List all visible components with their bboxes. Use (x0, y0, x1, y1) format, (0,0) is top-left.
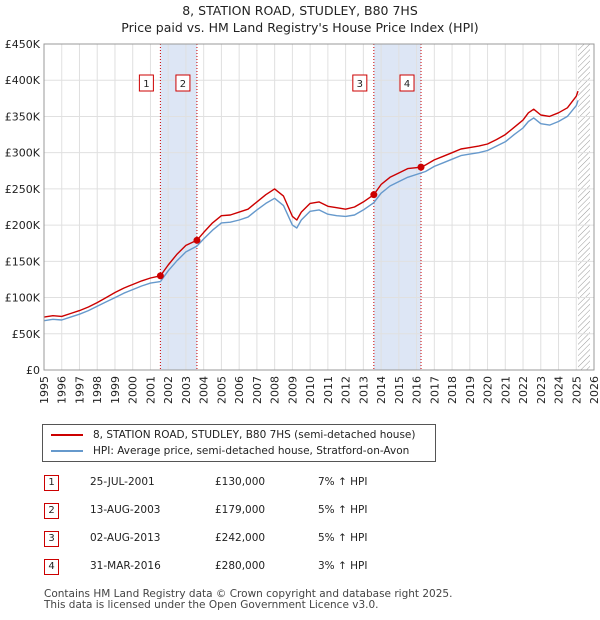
price-chart: £0 £50K £100K £150K £200K £250K £300K £350K £400… (5, 38, 600, 404)
marker-box-label: 2 (180, 79, 186, 90)
sale-point (156, 272, 164, 280)
sale-point (370, 191, 378, 199)
sale-price: £242,000 (215, 532, 266, 544)
x-tick-label: 2012 (340, 376, 353, 404)
y-tick-label: £0 (26, 364, 40, 377)
table-row: 1 25-JUL-2001 £130,000 7% ↑ HPI (42, 470, 462, 498)
title-line-1: 8, STATION ROAD, STUDLEY, B80 7HS (182, 3, 418, 18)
sales-table: 1 25-JUL-2001 £130,000 7% ↑ HPI 2 13-AUG… (42, 470, 462, 582)
legend-item-hpi: HPI: Average price, semi-detached house,… (51, 443, 409, 459)
x-tick-label: 2002 (162, 376, 175, 404)
marker-box (138, 74, 154, 92)
series-line (43, 90, 579, 318)
sale-date: 02-AUG-2013 (90, 532, 161, 544)
sale-date: 31-MAR-2016 (90, 560, 161, 572)
sale-number-badge: 2 (44, 503, 59, 519)
x-tick-label: 2003 (180, 376, 193, 404)
x-tick-label: 1997 (73, 376, 86, 404)
x-tick-label: 2005 (215, 376, 228, 404)
sale-hpi-diff: 5% ↑ HPI (318, 532, 368, 544)
chart-title: 8, STATION ROAD, STUDLEY, B80 7HS Price … (0, 2, 600, 36)
y-tick-label: £450K (5, 38, 41, 51)
table-row: 2 13-AUG-2003 £179,000 5% ↑ HPI (42, 498, 462, 526)
y-tick-label: £250K (5, 183, 41, 196)
x-tick-label: 2010 (304, 376, 317, 404)
x-tick-label: 2014 (375, 376, 388, 404)
y-tick-label: £400K (5, 74, 41, 87)
series-line (43, 100, 579, 322)
sale-date: 13-AUG-2003 (90, 504, 161, 516)
y-tick-label: £50K (12, 328, 41, 341)
x-tick-label: 2009 (286, 376, 299, 404)
sale-point (193, 236, 201, 244)
x-tick-label: 2022 (517, 376, 530, 404)
sale-number-badge: 3 (44, 531, 59, 547)
legend-label-property: 8, STATION ROAD, STUDLEY, B80 7HS (semi-… (93, 429, 416, 441)
x-tick-label: 2019 (464, 376, 477, 404)
sale-point (417, 163, 425, 171)
x-tick-label: 2006 (233, 376, 246, 404)
legend-swatch-hpi (51, 450, 83, 452)
plot-border (43, 43, 595, 371)
x-tick-label: 1995 (38, 376, 51, 404)
y-tick-label: £200K (5, 219, 41, 232)
title-line-2: Price paid vs. HM Land Registry's House … (121, 20, 479, 35)
legend: 8, STATION ROAD, STUDLEY, B80 7HS (semi-… (42, 424, 436, 462)
sale-hpi-diff: 3% ↑ HPI (318, 560, 368, 572)
forecast-hatch (578, 44, 590, 370)
x-tick-label: 2015 (393, 376, 406, 404)
x-tick-label: 2008 (269, 376, 282, 404)
sale-number-badge: 1 (44, 475, 59, 491)
x-tick-label: 2007 (251, 376, 264, 404)
marker-box-label: 4 (404, 79, 410, 90)
shaded-range (160, 44, 197, 370)
marker-box (175, 74, 191, 92)
x-tick-label: 2021 (499, 376, 512, 404)
x-tick-label: 2016 (411, 376, 424, 404)
x-tick-label: 1998 (91, 376, 104, 404)
table-row: 4 31-MAR-2016 £280,000 3% ↑ HPI (42, 554, 462, 582)
x-tick-label: 2013 (357, 376, 370, 404)
table-row: 3 02-AUG-2013 £242,000 5% ↑ HPI (42, 526, 462, 554)
x-tick-label: 2020 (482, 376, 495, 404)
x-tick-label: 1999 (109, 376, 122, 404)
shaded-range (373, 44, 422, 370)
marker-box (399, 74, 415, 92)
plot-area (44, 44, 594, 370)
sale-price: £280,000 (215, 560, 266, 572)
x-tick-label: 2024 (553, 376, 566, 404)
x-tick-label: 2025 (570, 376, 583, 404)
sale-date: 25-JUL-2001 (90, 476, 155, 488)
footer-copyright: Contains HM Land Registry data © Crown c… (44, 588, 453, 600)
x-tick-label: 2004 (198, 376, 211, 404)
marker-box-label: 1 (143, 79, 149, 90)
x-tick-label: 2001 (144, 376, 157, 404)
y-tick-label: £350K (5, 110, 41, 123)
legend-item-property: 8, STATION ROAD, STUDLEY, B80 7HS (semi-… (51, 427, 415, 443)
y-tick-label: £100K (5, 292, 41, 305)
x-tick-label: 2023 (535, 376, 548, 404)
x-tick-label: 2011 (322, 376, 335, 404)
x-tick-label: 2000 (127, 376, 140, 404)
sale-price: £179,000 (215, 504, 266, 516)
x-tick-label: 2018 (446, 376, 459, 404)
marker-box (352, 74, 368, 92)
sale-number-badge: 4 (44, 559, 59, 575)
sale-hpi-diff: 7% ↑ HPI (318, 476, 368, 488)
sale-price: £130,000 (215, 476, 266, 488)
y-tick-label: £300K (5, 147, 41, 160)
sale-hpi-diff: 5% ↑ HPI (318, 504, 368, 516)
x-tick-label: 2017 (428, 376, 441, 404)
x-tick-label: 1996 (56, 376, 69, 404)
legend-label-hpi: HPI: Average price, semi-detached house,… (93, 445, 410, 457)
footer-licence: This data is licensed under the Open Gov… (44, 599, 379, 611)
x-tick-label: 2026 (588, 376, 600, 404)
legend-swatch-property (51, 434, 83, 436)
y-tick-label: £150K (5, 255, 41, 268)
footer: Contains HM Land Registry data © Crown c… (44, 589, 452, 611)
marker-box-label: 3 (357, 79, 363, 90)
